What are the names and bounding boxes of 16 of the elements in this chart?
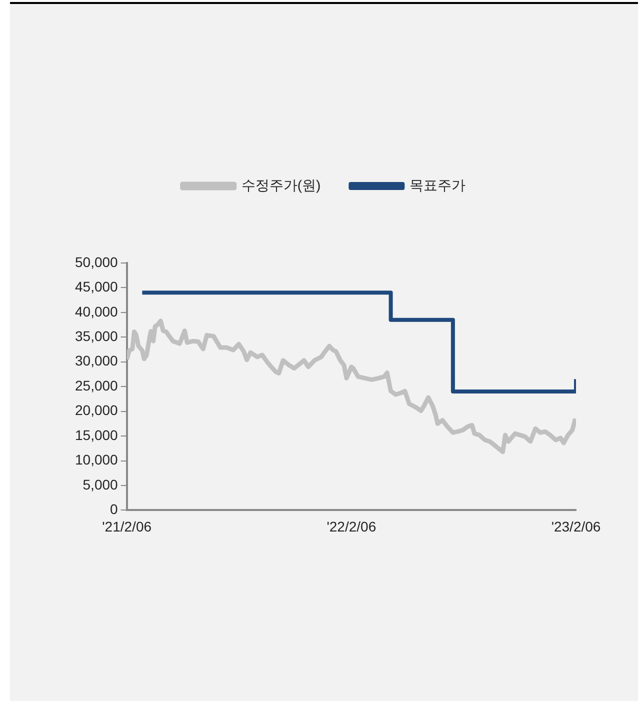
y-tick-label: 10,000: [74, 452, 118, 468]
y-tick-label: 20,000: [74, 402, 118, 418]
y-tick-label: 40,000: [74, 303, 118, 320]
legend-label: 수정주가(원): [241, 176, 321, 193]
y-tick-label: 45,000: [74, 278, 118, 295]
x-tick-label: '22/2/06: [326, 518, 376, 534]
y-tick-label: 35,000: [74, 328, 118, 344]
y-tick-label: 0: [110, 501, 118, 518]
y-tick-label: 50,000: [74, 254, 118, 270]
x-tick-label: '21/2/06: [102, 518, 152, 534]
legend-label: 목표주가: [410, 176, 466, 193]
y-tick-label: 5,000: [82, 476, 118, 492]
y-tick-label: 30,000: [74, 352, 118, 369]
y-tick-label: 25,000: [74, 377, 118, 394]
y-tick-label: 15,000: [74, 426, 118, 443]
x-tick-label: '23/2/06: [551, 518, 601, 534]
